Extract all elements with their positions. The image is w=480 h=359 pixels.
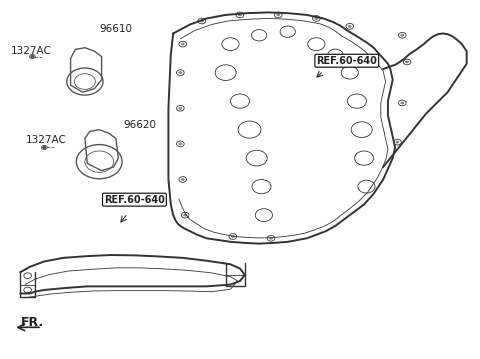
Text: REF.60-640: REF.60-640 [104, 195, 165, 205]
Circle shape [181, 178, 185, 181]
Circle shape [276, 14, 280, 17]
Text: REF.60-640: REF.60-640 [316, 56, 377, 66]
Circle shape [179, 143, 182, 145]
Circle shape [269, 237, 273, 240]
Text: FR.: FR. [21, 316, 44, 328]
Circle shape [314, 17, 318, 20]
Text: 1327AC: 1327AC [11, 46, 52, 56]
Text: 96620: 96620 [123, 120, 156, 130]
Circle shape [400, 102, 404, 104]
Circle shape [183, 214, 187, 216]
Circle shape [231, 235, 235, 238]
Circle shape [179, 107, 182, 110]
Text: 1327AC: 1327AC [26, 135, 67, 145]
Text: 96610: 96610 [99, 24, 132, 34]
Circle shape [400, 34, 404, 37]
Circle shape [396, 141, 399, 144]
Circle shape [181, 43, 185, 46]
Circle shape [179, 71, 182, 74]
Circle shape [348, 25, 352, 28]
Circle shape [238, 14, 242, 17]
Circle shape [43, 146, 46, 149]
Circle shape [200, 19, 204, 22]
Circle shape [405, 61, 409, 64]
Circle shape [31, 56, 34, 58]
